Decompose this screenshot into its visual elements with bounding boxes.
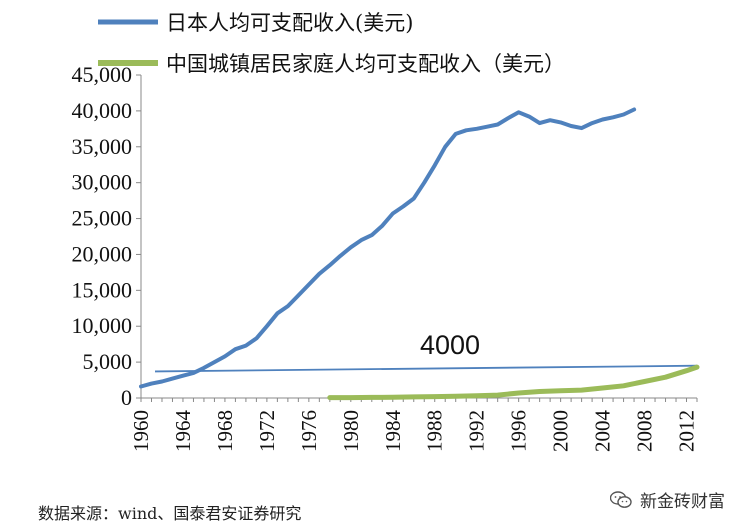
y-tick-label: 40,000 bbox=[72, 98, 133, 123]
legend-label-2: 中国城镇居民家庭人均可支配收入（美元） bbox=[166, 52, 565, 76]
legend-label-1: 日本人均可支配收入(美元) bbox=[166, 11, 413, 35]
y-tick-label: 35,000 bbox=[72, 134, 133, 159]
y-tick-label: 0 bbox=[121, 385, 132, 410]
x-tick-label: 1996 bbox=[507, 410, 531, 452]
y-tick-label: 25,000 bbox=[72, 206, 133, 231]
legend: 日本人均可支配收入(美元) 中国城镇居民家庭人均可支配收入（美元） bbox=[98, 11, 565, 76]
x-tick-label: 1992 bbox=[465, 410, 489, 452]
x-tick-label: 1960 bbox=[129, 410, 153, 452]
x-tick-label: 1964 bbox=[171, 410, 195, 453]
x-tick-label: 1968 bbox=[213, 410, 237, 452]
x-tick-label: 1976 bbox=[297, 410, 321, 452]
y-tick-label: 15,000 bbox=[72, 277, 133, 302]
y-tick-label: 45,000 bbox=[72, 62, 133, 87]
x-tick-label: 1972 bbox=[255, 410, 279, 452]
x-tick-label: 1988 bbox=[423, 410, 447, 452]
x-tick-label: 2000 bbox=[549, 410, 573, 452]
x-tick-label: 2008 bbox=[633, 410, 657, 452]
reference-line bbox=[154, 364, 698, 373]
reference-line-label: 4000 bbox=[420, 330, 480, 360]
x-tick-label: 1980 bbox=[339, 410, 363, 452]
axes: 0 5,000 10,000 15,000 20,000 25,000 30,000 35,0… bbox=[72, 62, 699, 452]
series-line-1 bbox=[139, 107, 637, 389]
wechat-icon bbox=[610, 490, 632, 508]
watermark-text: 新金砖财富 bbox=[640, 492, 725, 512]
x-tick-label: 2012 bbox=[675, 410, 699, 452]
y-tick-label: 20,000 bbox=[72, 241, 133, 266]
y-tick-label: 10,000 bbox=[72, 313, 133, 338]
watermark: 新金砖财富 bbox=[610, 487, 725, 512]
series-layer bbox=[139, 107, 700, 401]
source-note: 数据来源：wind、国泰君安证券研究 bbox=[38, 504, 302, 523]
y-tick-label: 30,000 bbox=[72, 170, 133, 195]
annotations: 4000 bbox=[420, 330, 480, 360]
series-line-2 bbox=[327, 364, 700, 401]
x-tick-label: 2004 bbox=[591, 410, 615, 453]
y-tick-label: 5,000 bbox=[83, 349, 133, 374]
x-tick-label: 1984 bbox=[381, 410, 405, 453]
